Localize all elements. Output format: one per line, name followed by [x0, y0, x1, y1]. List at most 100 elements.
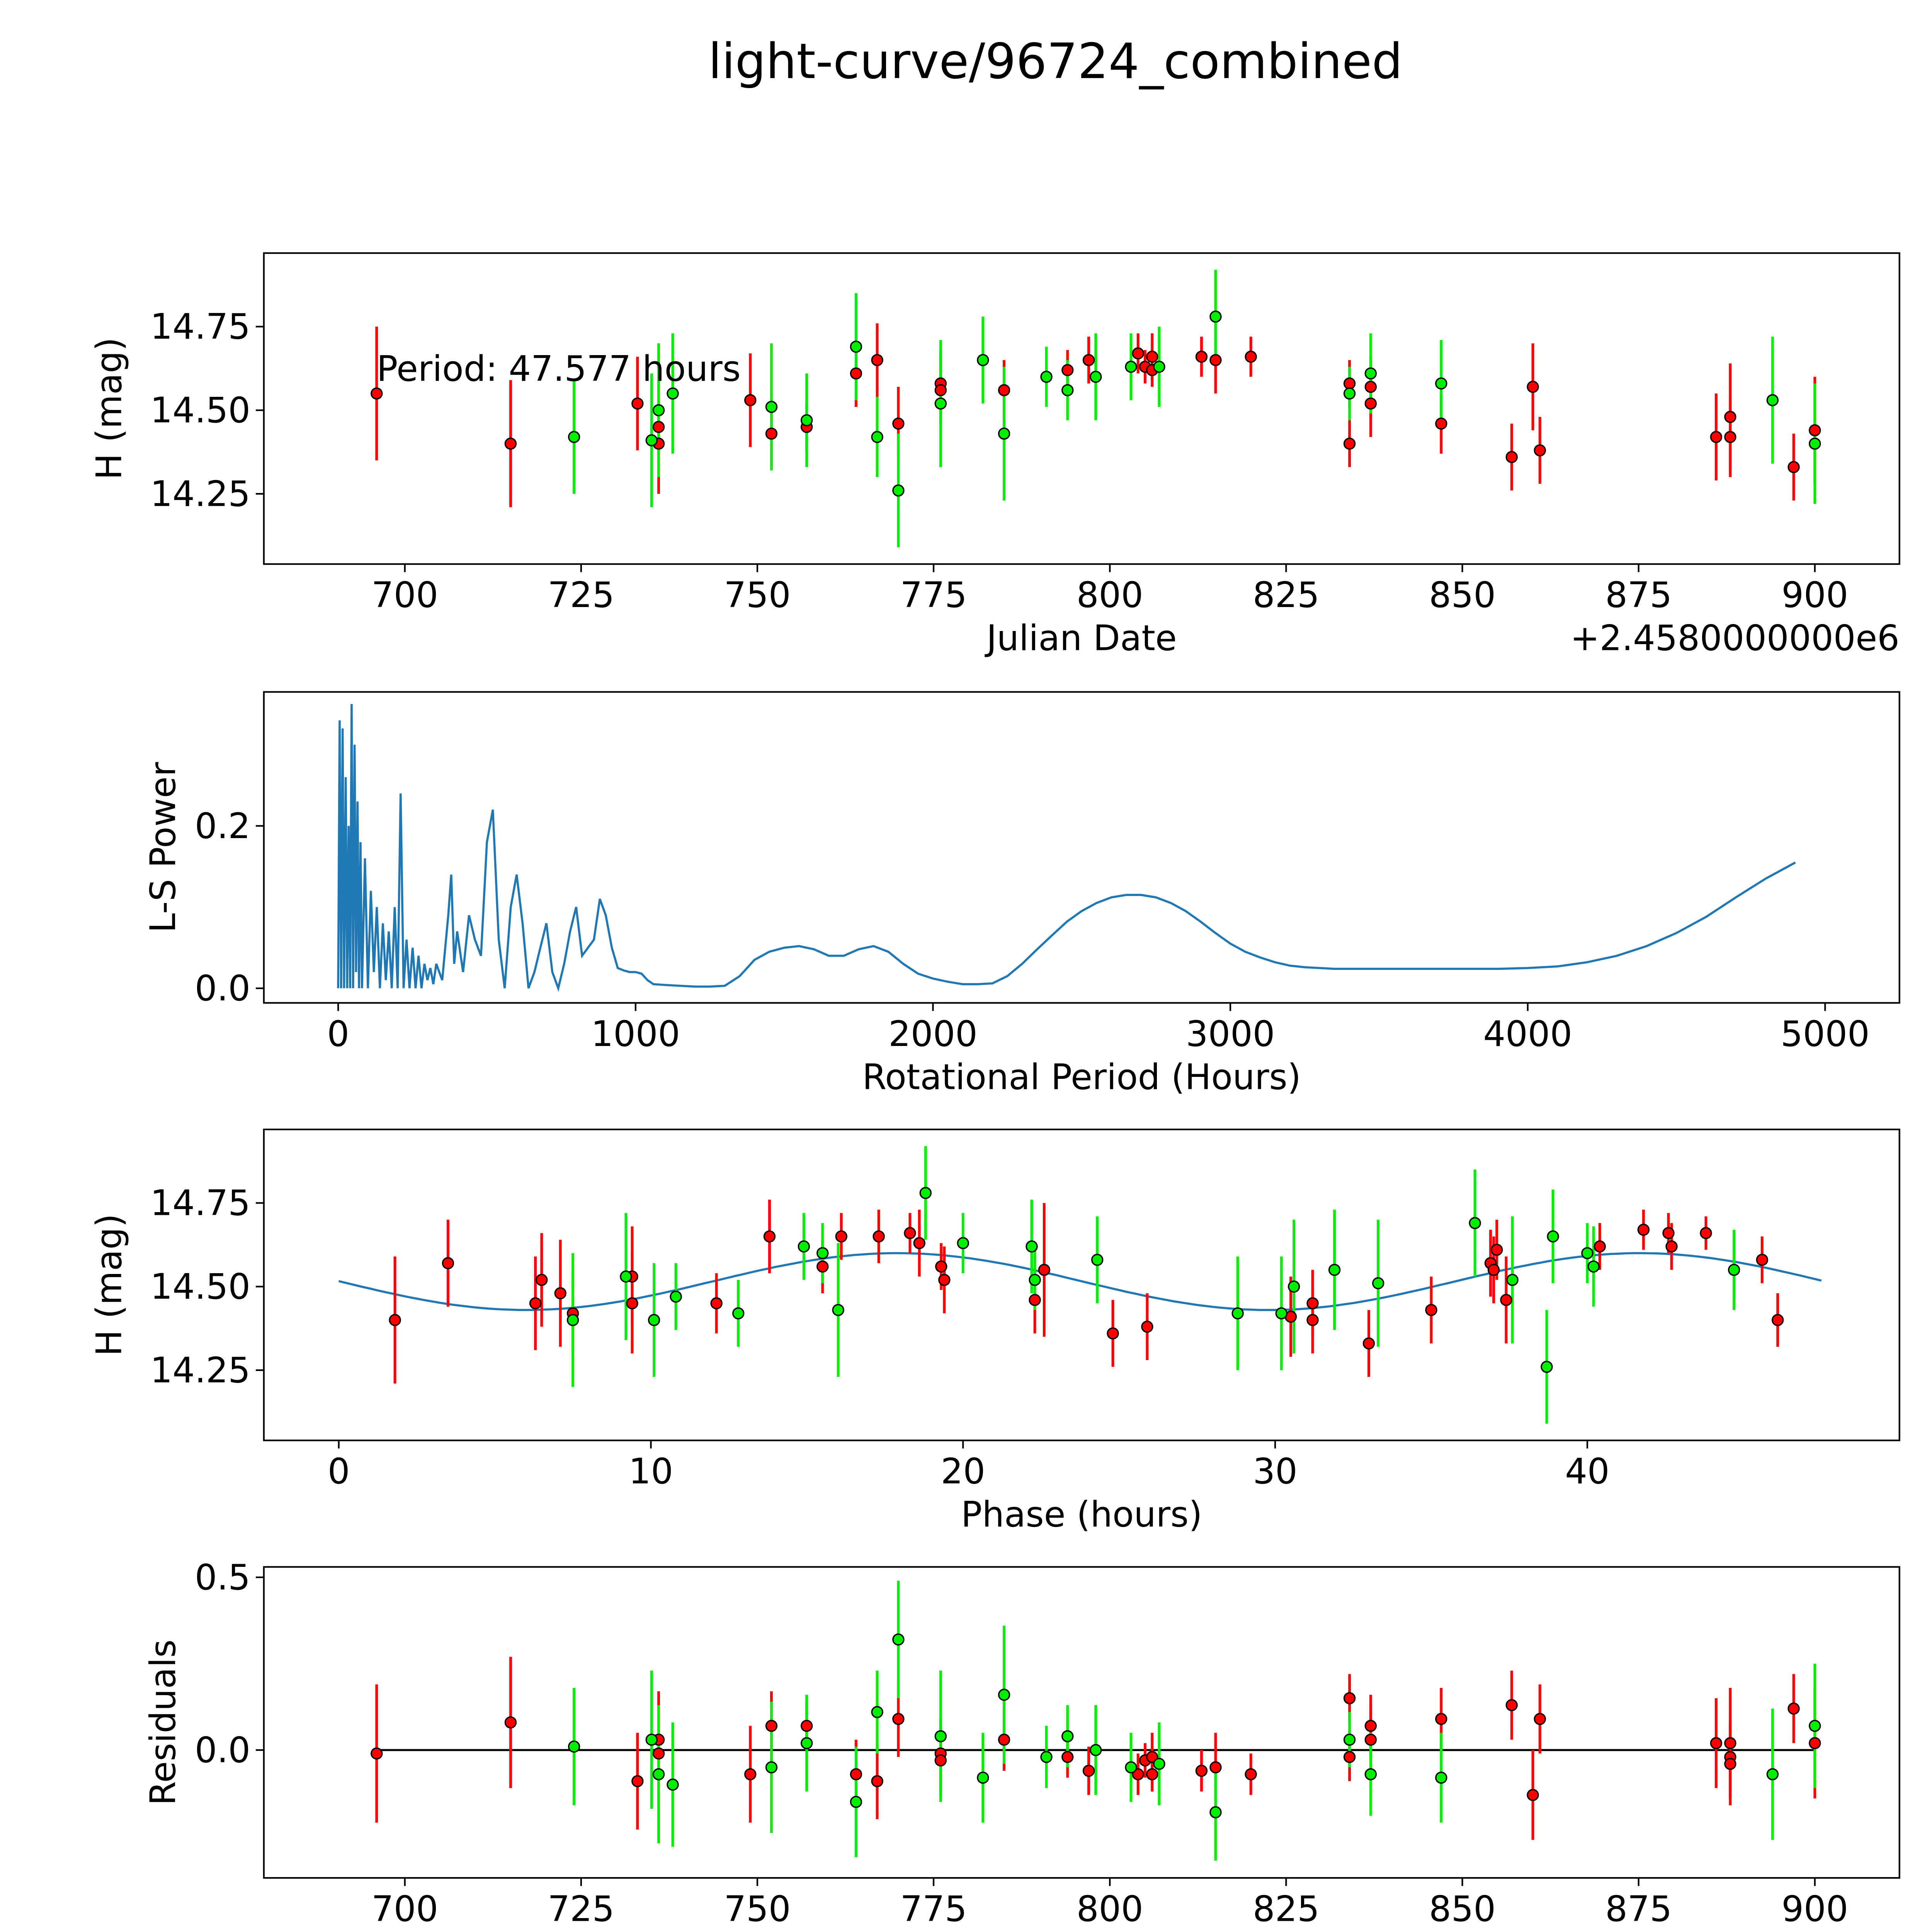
- x-axis-label: Rotational Period (Hours): [862, 1057, 1301, 1097]
- green-data-point: [1506, 1274, 1519, 1286]
- green-data-point: [850, 340, 862, 353]
- red-data-point: [1061, 1751, 1074, 1763]
- y-tick-label: 0.5: [195, 1557, 250, 1598]
- red-data-point: [652, 421, 665, 433]
- red-data-point: [1425, 1304, 1437, 1316]
- red-data-point: [850, 1768, 862, 1781]
- axes-frame: [263, 252, 1900, 565]
- green-data-point: [1364, 1768, 1377, 1781]
- green-data-point: [1809, 1719, 1821, 1732]
- green-data-point: [1469, 1217, 1481, 1229]
- panel-residuals: 7007257507758008258508759000.00.5Julian …: [143, 1557, 1900, 1932]
- red-data-point: [801, 1719, 813, 1732]
- green-data-point: [801, 1737, 813, 1749]
- plot-area: [338, 1146, 1822, 1424]
- red-data-point: [1505, 1699, 1518, 1711]
- red-data-point: [1487, 1264, 1500, 1276]
- red-data-point: [892, 417, 905, 430]
- x-tick-label: 900: [1781, 575, 1848, 616]
- green-data-point: [1040, 1751, 1053, 1763]
- green-data-point: [1209, 1806, 1222, 1818]
- green-data-point: [1125, 361, 1137, 373]
- red-data-point: [1343, 377, 1356, 390]
- red-data-point: [892, 1713, 905, 1725]
- red-data-point: [871, 1775, 883, 1787]
- x-tick-label: 20: [941, 1451, 985, 1492]
- green-data-point: [1343, 387, 1356, 400]
- red-data-point: [1500, 1294, 1512, 1306]
- red-data-point: [1787, 1702, 1800, 1715]
- red-data-point: [872, 1230, 885, 1243]
- green-data-point: [919, 1187, 932, 1199]
- red-data-point: [1195, 350, 1208, 363]
- red-data-point: [1038, 1264, 1051, 1276]
- red-data-point: [871, 354, 883, 366]
- red-data-point: [1724, 1737, 1736, 1749]
- panel-periodogram: 0 1000 2000 3000 4000 5000 0.0 0.2 Rotational Pe…: [143, 691, 1900, 1097]
- plot-area: [371, 270, 1821, 548]
- red-data-point: [1490, 1243, 1503, 1256]
- red-data-point: [1306, 1314, 1319, 1326]
- x-tick-label: 1000: [591, 1014, 680, 1054]
- red-data-point: [763, 1230, 776, 1243]
- y-tick-label: 14.25: [150, 1350, 250, 1391]
- green-data-point: [1328, 1264, 1341, 1276]
- red-data-point: [1772, 1314, 1784, 1326]
- red-data-point: [631, 397, 644, 410]
- red-data-point: [1306, 1297, 1319, 1310]
- green-data-point: [670, 1290, 682, 1303]
- red-data-point: [1343, 437, 1356, 450]
- model-curve: [338, 1252, 1822, 1311]
- red-data-point: [1107, 1327, 1119, 1340]
- green-data-point: [1343, 1733, 1356, 1746]
- red-data-point: [1710, 431, 1723, 443]
- green-data-point: [652, 404, 665, 417]
- green-data-point: [832, 1304, 844, 1316]
- red-data-point: [1700, 1227, 1712, 1239]
- red-data-point: [1146, 1751, 1158, 1763]
- y-axis-label: H (mag): [89, 1214, 130, 1356]
- green-data-point: [765, 1761, 778, 1774]
- x-tick-label: 2000: [888, 1014, 978, 1054]
- red-data-point: [1505, 451, 1518, 463]
- green-data-point: [645, 1733, 658, 1746]
- red-data-point: [938, 1274, 951, 1286]
- green-data-point: [1435, 1772, 1447, 1784]
- plot-area: [337, 704, 1796, 992]
- green-data-point: [620, 1270, 632, 1283]
- red-data-point: [1364, 397, 1377, 410]
- red-data-point: [1146, 1768, 1158, 1781]
- green-data-point: [1153, 1758, 1165, 1770]
- y-tick-label: 14.50: [150, 390, 250, 431]
- red-data-point: [935, 1260, 947, 1273]
- red-data-point: [626, 1297, 638, 1310]
- red-data-point: [934, 384, 947, 396]
- red-data-point: [765, 1719, 778, 1732]
- green-data-point: [1372, 1277, 1384, 1289]
- red-data-point: [1724, 1758, 1736, 1770]
- x-tick-label: 850: [1429, 1889, 1496, 1929]
- red-data-point: [1710, 1737, 1723, 1749]
- figure-title: light-curve/96724_combined: [708, 33, 1403, 90]
- green-data-point: [1766, 1768, 1779, 1781]
- green-data-point: [1040, 371, 1053, 383]
- x-tick-label: 0: [328, 1451, 350, 1492]
- red-data-point: [1245, 1768, 1257, 1781]
- green-data-point: [998, 1689, 1010, 1701]
- x-tick-label: 5000: [1781, 1014, 1870, 1054]
- green-data-point: [1809, 437, 1821, 450]
- green-data-point: [732, 1307, 745, 1320]
- green-data-point: [816, 1247, 829, 1259]
- x-offset-label: +2.4580000000e6: [1570, 618, 1900, 659]
- x-tick-label: 0: [327, 1014, 349, 1054]
- y-axis-label: H (mag): [89, 337, 130, 480]
- green-data-point: [1029, 1274, 1041, 1286]
- red-data-point: [1364, 1719, 1377, 1732]
- green-data-point: [667, 1778, 679, 1791]
- green-data-point: [1541, 1361, 1553, 1373]
- red-data-point: [1209, 1761, 1222, 1774]
- green-data-point: [648, 1314, 660, 1326]
- red-data-point: [1082, 1765, 1095, 1777]
- green-data-point: [1766, 394, 1779, 406]
- green-data-point: [977, 354, 989, 366]
